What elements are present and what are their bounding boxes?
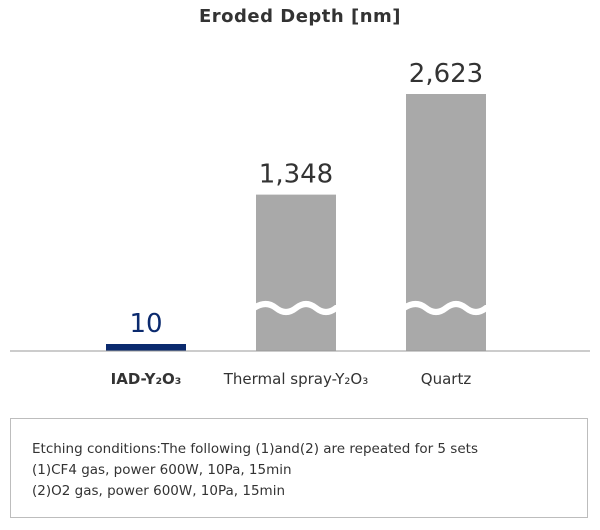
bar-1 <box>256 194 336 351</box>
etching-conditions-box: Etching conditions:The following (1)and(… <box>10 418 588 518</box>
etching-conditions-line-2: (1)CF4 gas, power 600W, 10Pa, 15min <box>32 462 292 478</box>
category-label-2: Quartz <box>421 370 472 388</box>
axis-break-mark-1 <box>251 301 341 315</box>
value-label-1: 1,348 <box>259 160 333 190</box>
value-label-0: 10 <box>129 309 162 339</box>
bar-chart: Eroded Depth [nm] 10 IAD-Y₂O₃ 1,348 Thermal… <box>10 6 590 388</box>
category-label-1: Thermal spray-Y₂O₃ <box>223 370 368 388</box>
axis-break-mark-2 <box>401 301 491 315</box>
value-label-2: 2,623 <box>409 59 483 89</box>
bar-0 <box>106 344 186 351</box>
etching-conditions-line-3: (2)O2 gas, power 600W, 10Pa, 15min <box>32 483 286 499</box>
etching-conditions-line-1: Etching conditions:The following (1)and(… <box>32 441 478 457</box>
category-label-0: IAD-Y₂O₃ <box>111 370 182 388</box>
chart-title: Eroded Depth [nm] <box>199 6 401 27</box>
